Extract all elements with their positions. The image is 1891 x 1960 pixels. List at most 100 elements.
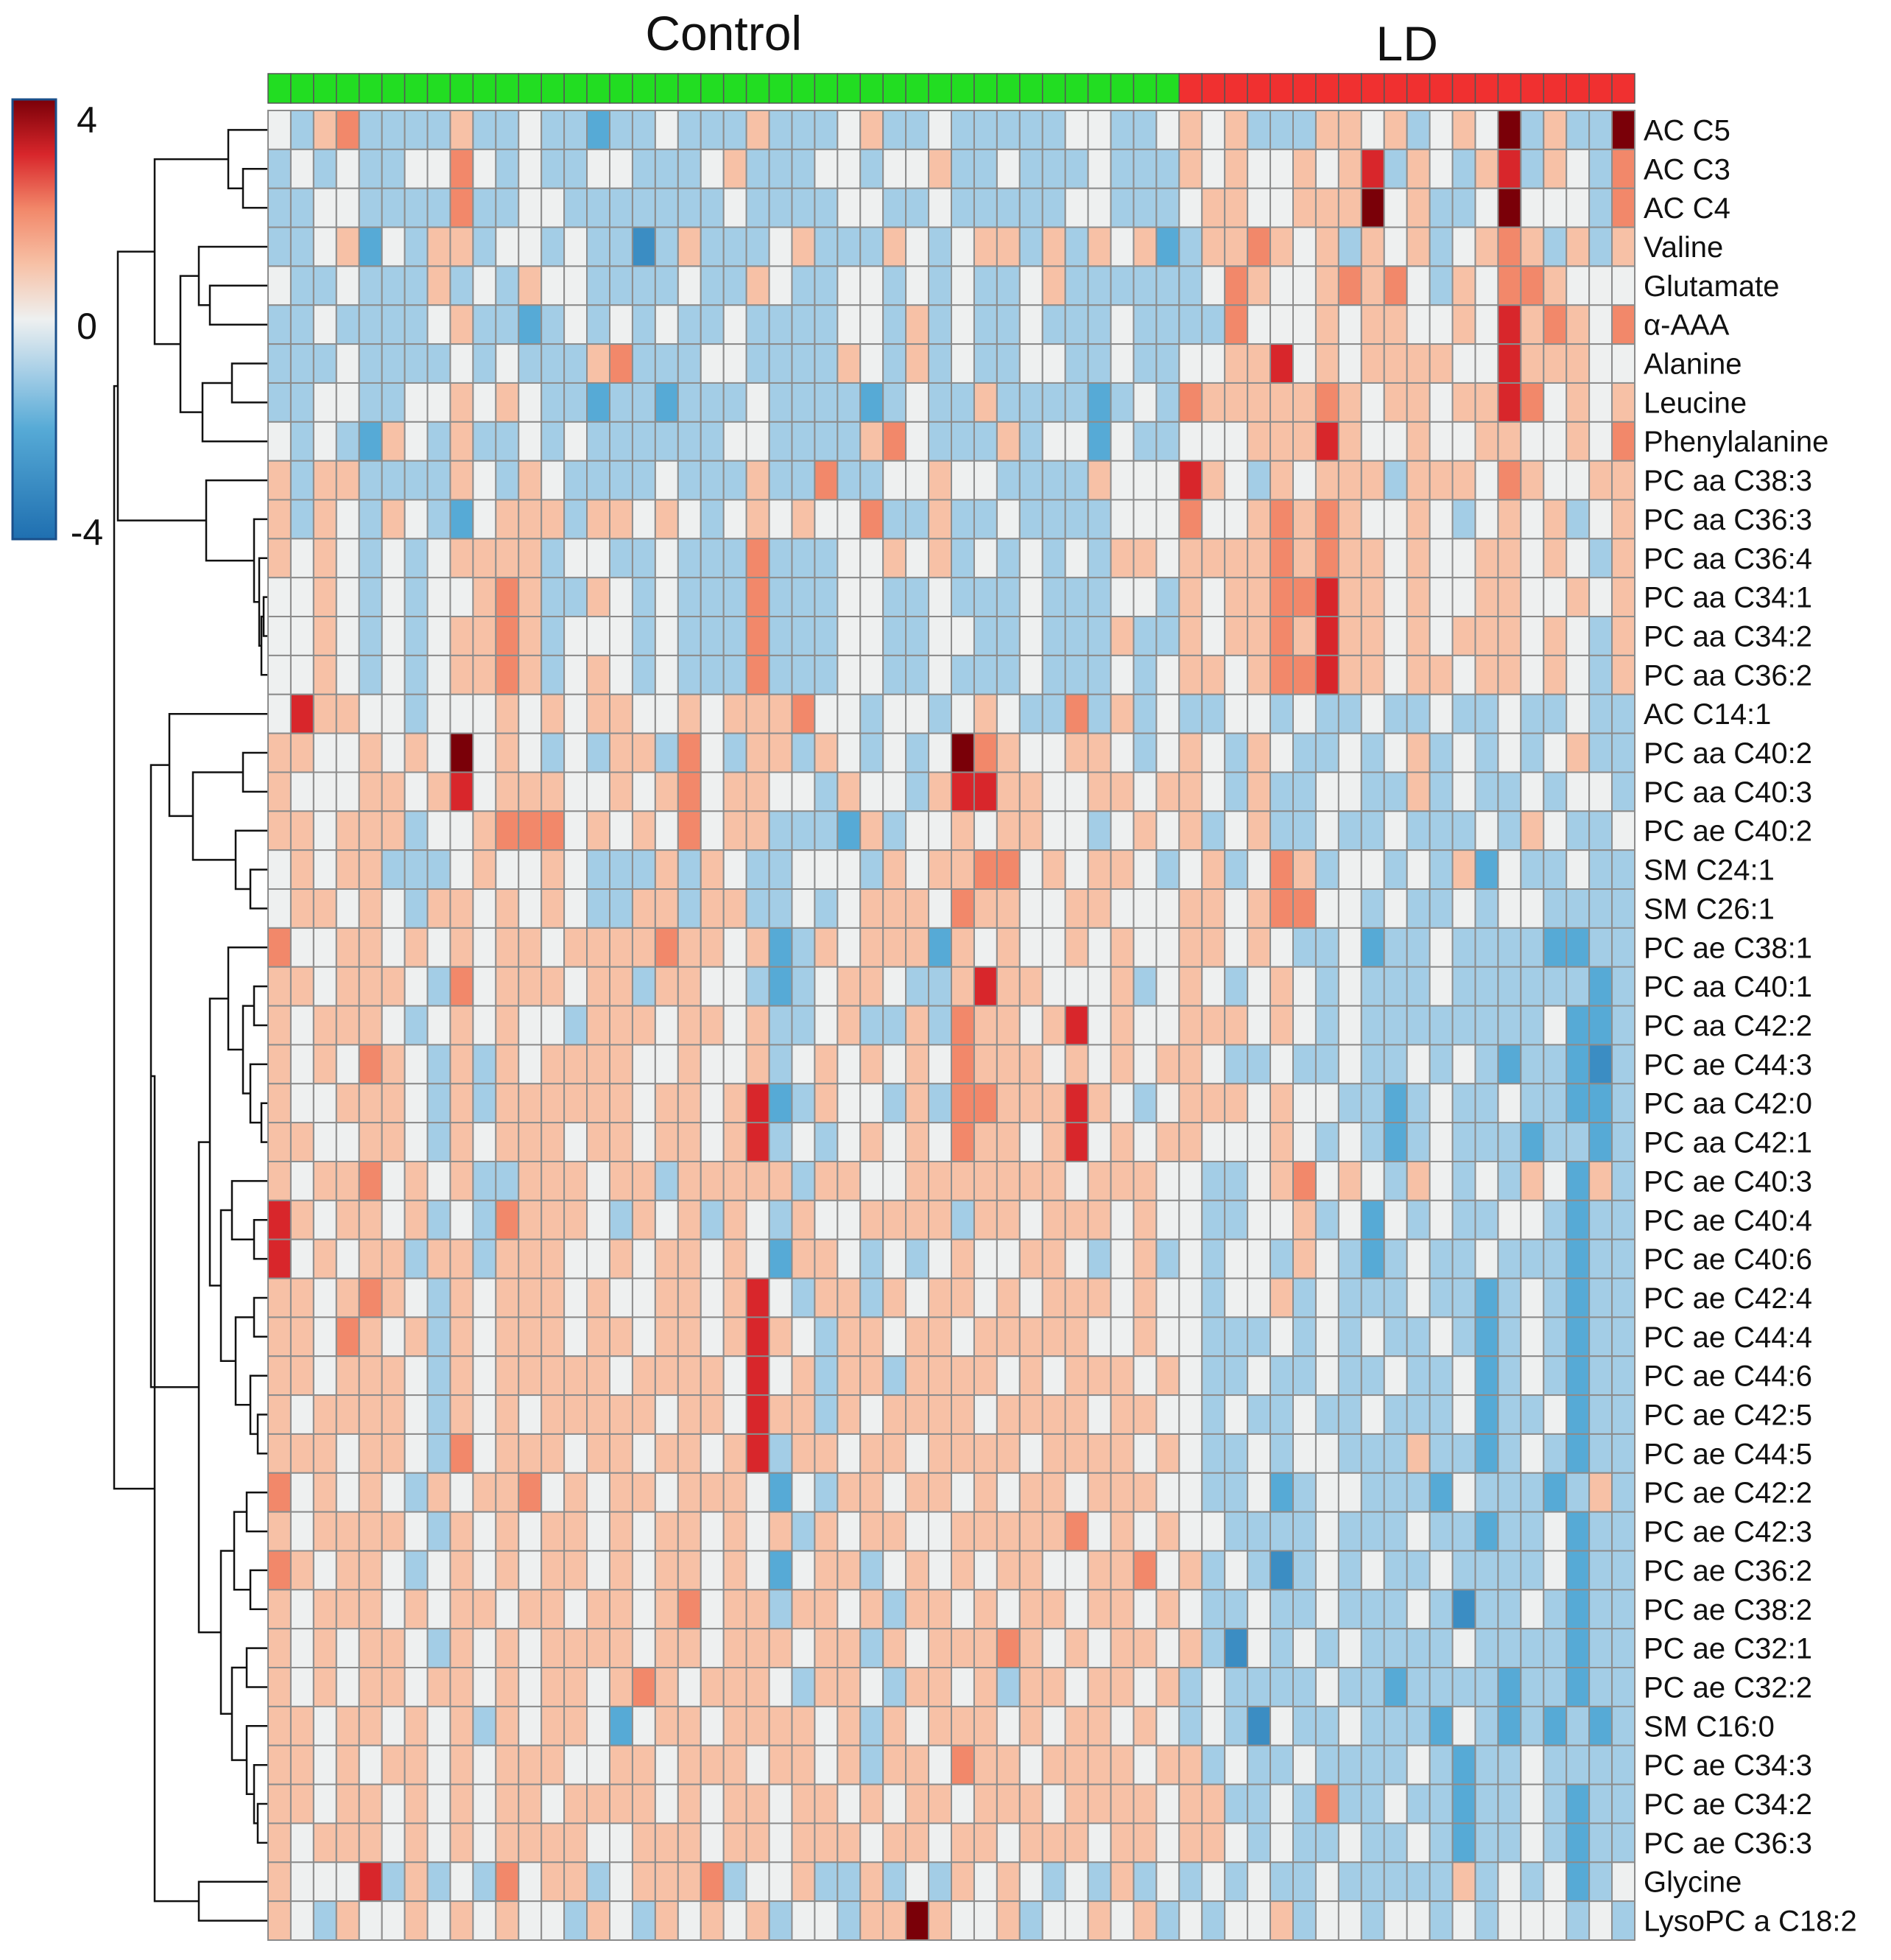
heatmap-cell [951,654,975,695]
heatmap-cell [1429,1122,1454,1162]
heatmap-cell [1133,1199,1158,1240]
row-label: PC aa C36:3 [1644,504,1812,536]
heatmap-cell [1178,849,1203,891]
heatmap-cell [677,732,702,773]
heatmap-cell [1292,265,1317,306]
row-label: AC C5 [1644,114,1730,147]
heatmap-cell [335,460,360,501]
heatmap-cell [700,1238,725,1279]
heatmap-cell [472,538,497,579]
row-label: PC ae C32:1 [1644,1633,1812,1665]
heatmap-cell [745,226,770,267]
heatmap-cell [1429,1005,1454,1046]
heatmap-cell [404,265,429,306]
heatmap-cell [722,1199,747,1240]
heatmap-cell [335,1238,360,1279]
heatmap-cell [882,1160,907,1201]
heatmap-cell [449,693,474,734]
heatmap-cell [1110,1394,1135,1435]
heatmap-cell [289,1550,314,1591]
heatmap-cell [1474,382,1499,423]
heatmap-cell [631,1744,656,1785]
heatmap-cell [609,1744,633,1785]
heatmap-cell [768,1316,793,1357]
heatmap-cell [1314,1744,1339,1785]
heatmap-cell [1406,187,1431,228]
heatmap-cell [381,187,406,228]
heatmap-cell [996,1122,1021,1162]
heatmap-cell [426,616,451,656]
heatmap-cell [1566,1550,1591,1591]
heatmap-cell [700,1044,725,1085]
heatmap-cell [1520,1900,1545,1941]
heatmap-cell [609,1667,633,1707]
heatmap-cell [1133,226,1158,267]
heatmap-cell [1497,1822,1522,1864]
heatmap-cell [609,1900,633,1941]
heatmap-cell [859,1705,884,1746]
heatmap-cell [859,888,884,929]
heatmap-cell [1292,1277,1317,1318]
heatmap-cell [768,616,793,656]
dendrogram-branch [249,868,268,910]
heatmap-cell [267,1433,292,1474]
heatmap-cell [973,226,998,267]
heatmap-cell [1474,1005,1499,1046]
heatmap-cell [1018,1316,1043,1357]
heatmap-cell [768,810,793,851]
heatmap-cell [335,1083,360,1124]
heatmap-cell [1155,1628,1180,1669]
heatmap-cell [518,888,543,929]
heatmap-cell [1566,577,1591,618]
heatmap-cell [1270,616,1294,656]
heatmap-cell [289,1705,314,1746]
heatmap-cell [1566,810,1591,851]
heatmap-cell [563,693,588,734]
heatmap-cell [518,1861,543,1903]
heatmap-cell [1429,1628,1454,1669]
heatmap-cell [1611,382,1636,423]
heatmap-cell [791,654,816,695]
heatmap-cell [814,732,839,773]
heatmap-cell [928,110,952,150]
heatmap-cell [768,1589,793,1630]
heatmap-cell [1383,1044,1408,1085]
heatmap-cell [1270,148,1294,189]
heatmap-cell [358,1394,383,1435]
heatmap-cell [518,499,543,540]
heatmap-cell [905,966,930,1007]
heatmap-cell [1110,1238,1135,1279]
heatmap-cell [540,148,566,189]
row-dendrogram [113,129,268,1922]
heatmap-cell [1155,577,1180,618]
heatmap-cell [1474,771,1499,812]
heatmap-cell [882,927,907,968]
group-bar-cell [905,73,929,104]
heatmap-cell [1018,849,1043,891]
heatmap-cell [882,1394,907,1435]
heatmap-cell [1064,304,1089,345]
group-bar-cell [677,73,702,104]
heatmap-cell [837,1199,862,1240]
heatmap-cell [609,927,633,968]
heatmap-cell [768,1083,793,1124]
heatmap-cell [472,1433,497,1474]
heatmap-cell [1064,1900,1089,1941]
heatmap-cell [495,927,520,968]
heatmap-cell [495,732,520,773]
heatmap-cell [791,888,816,929]
heatmap-cell [1566,927,1591,968]
heatmap-cell [996,1433,1021,1474]
heatmap-cell [722,187,747,228]
heatmap-cell [677,460,702,501]
heatmap-cell [1566,148,1591,189]
heatmap-cell [905,927,930,968]
heatmap-cell [1406,538,1431,579]
heatmap-cell [973,732,998,773]
heatmap-cell [814,1550,839,1591]
heatmap-cell [1224,849,1249,891]
heatmap-cell [335,1628,360,1669]
heatmap-cell [677,148,702,189]
heatmap-cell [882,343,907,384]
heatmap-cell [518,1550,543,1591]
